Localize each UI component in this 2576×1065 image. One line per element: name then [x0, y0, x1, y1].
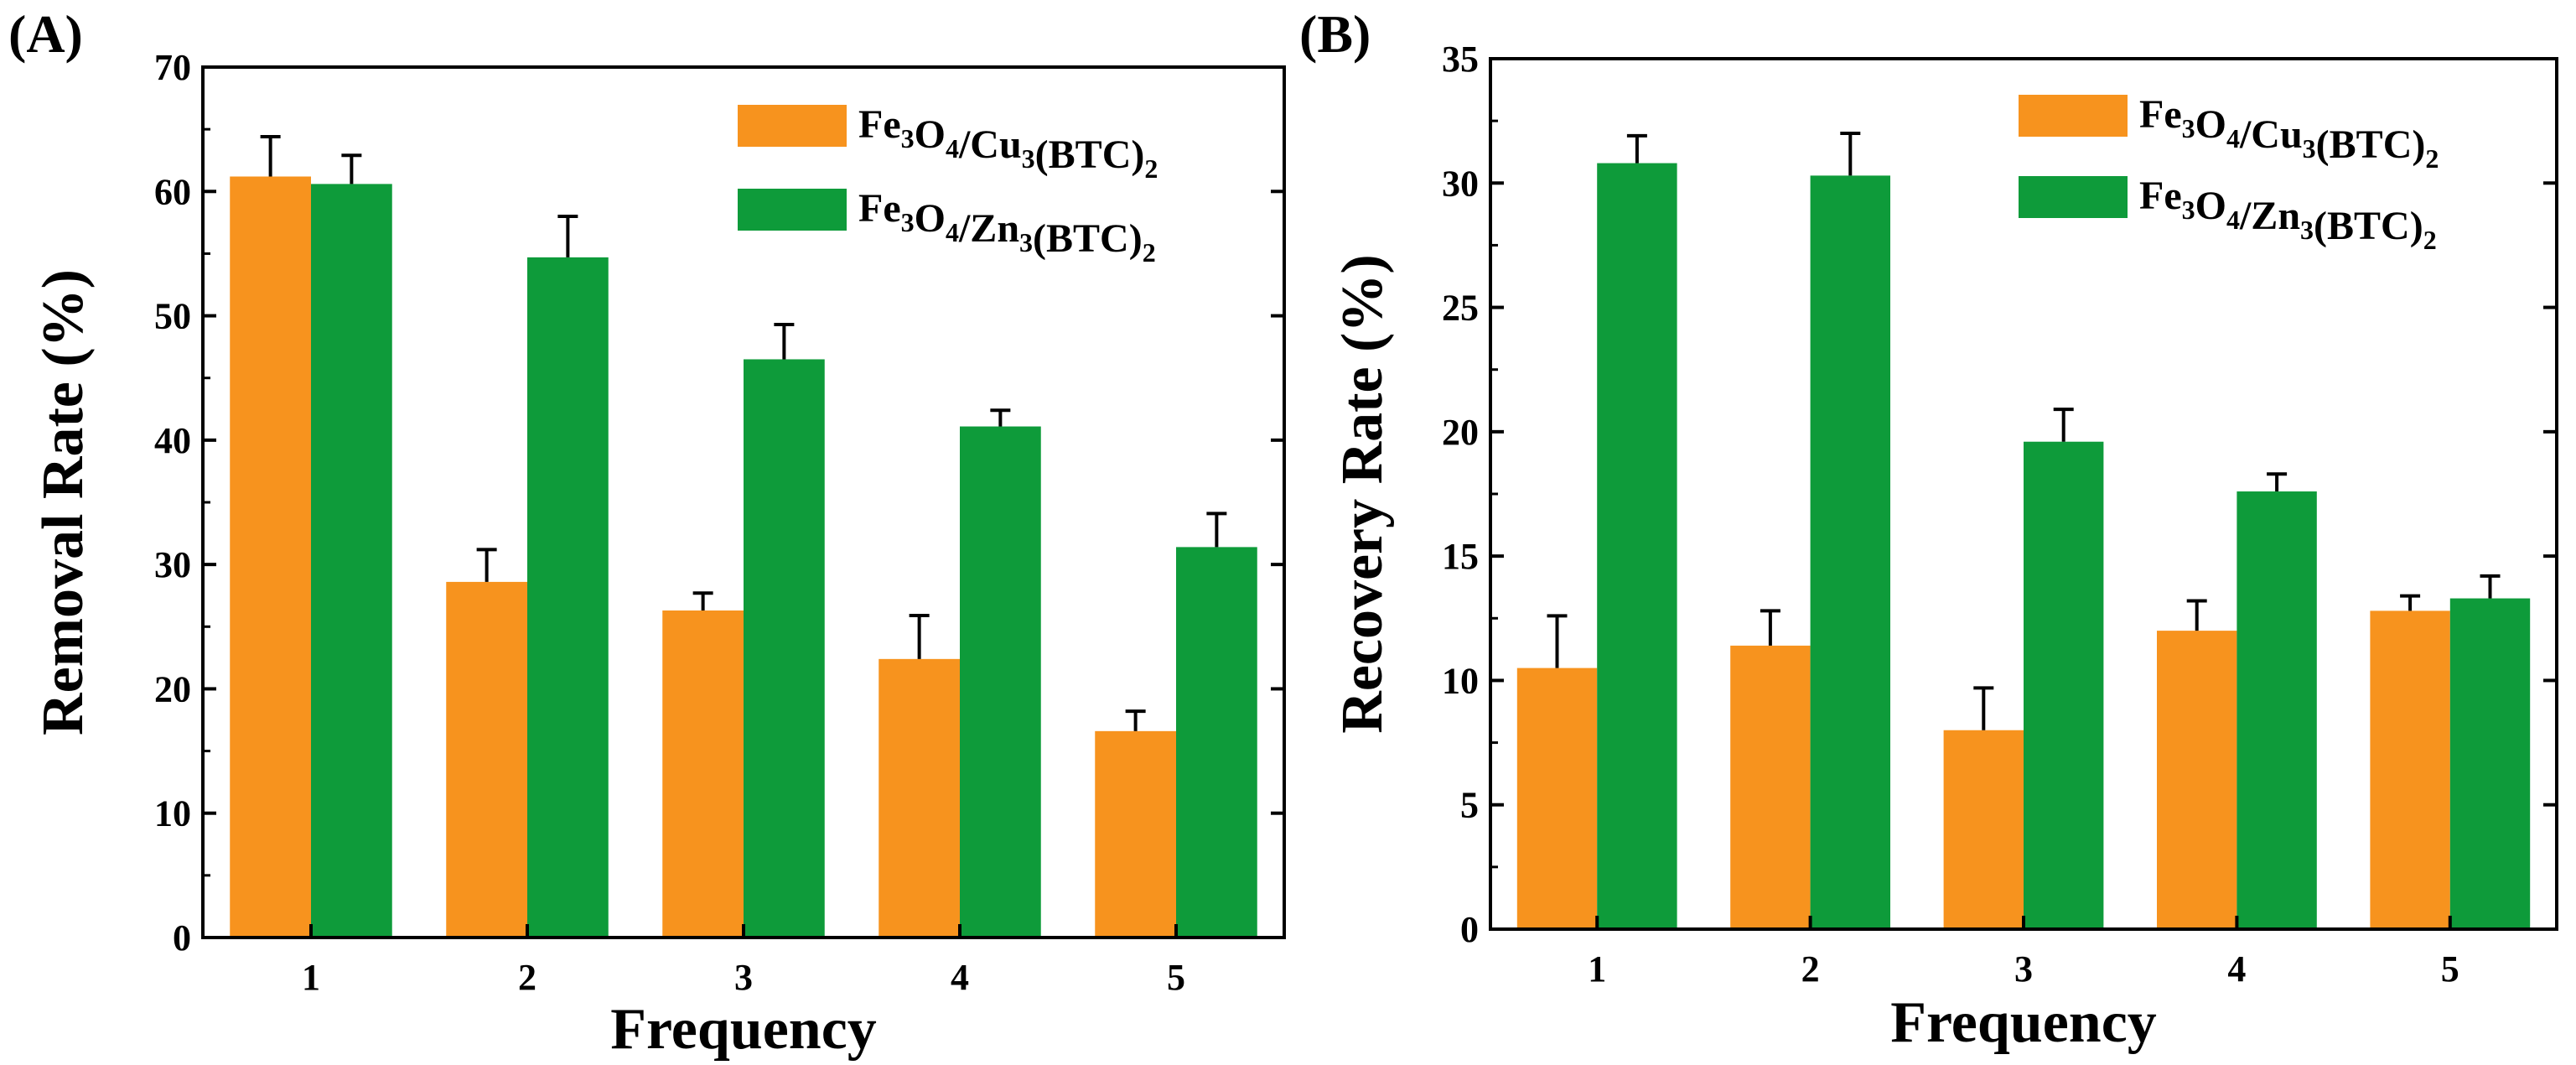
legend-swatch	[738, 105, 847, 147]
y-tick-label: 20	[154, 668, 191, 709]
legend-item-zn: Fe3O4/Zn3(BTC)2	[2019, 174, 2437, 255]
x-axis-title: Frequency	[610, 997, 877, 1062]
x-tick-label: 5	[2441, 948, 2459, 990]
x-tick-label: 2	[1801, 948, 1820, 990]
legend-swatch	[2019, 95, 2128, 137]
y-tick-label: 30	[1442, 163, 1479, 204]
y-tick-label: 25	[1442, 288, 1479, 329]
bar-zn-4	[960, 426, 1041, 938]
y-tick-label: 60	[154, 171, 191, 212]
y-axis-title: Recovery Rate (%)	[1330, 254, 1395, 733]
bar-cu-1	[230, 176, 311, 938]
y-tick-label: 30	[154, 544, 191, 585]
legend-item-cu: Fe3O4/Cu3(BTC)2	[738, 102, 1158, 184]
panel-label: (B)	[1299, 4, 1371, 64]
x-axis-title: Frequency	[1890, 990, 2157, 1055]
x-tick-label: 4	[951, 957, 969, 998]
bar-cu-4	[879, 658, 960, 938]
y-tick-label: 5	[1460, 785, 1479, 826]
bar-zn-5	[2449, 598, 2531, 929]
y-tick-label: 70	[154, 47, 191, 88]
legend-swatch	[2019, 176, 2128, 218]
bar-cu-2	[1730, 645, 1811, 929]
legend-item-cu: Fe3O4/Cu3(BTC)2	[2019, 92, 2439, 174]
y-tick-label: 50	[154, 296, 191, 337]
bar-cu-2	[446, 581, 527, 938]
bar-zn-1	[311, 184, 392, 938]
bar-zn-5	[1176, 547, 1257, 938]
legend-label: Fe3O4/Cu3(BTC)2	[2139, 92, 2439, 174]
bar-cu-4	[2157, 631, 2237, 929]
y-tick-label: 40	[154, 420, 191, 461]
bar-cu-3	[662, 610, 744, 938]
legend-label: Fe3O4/Zn3(BTC)2	[2139, 174, 2437, 255]
legend-label: Fe3O4/Zn3(BTC)2	[858, 186, 1156, 268]
bar-cu-5	[2370, 610, 2450, 929]
chart-panel-b: (B) 0 5 10 15 20 25 30 35 1 2 3 4 5 Frequency Recovery …	[1299, 4, 2558, 1055]
bar-zn-3	[744, 359, 825, 938]
bar-zn-2	[1810, 175, 1890, 930]
chart-panel-a: (A) 0 10 20 30 40 50 60 70 1 2 3 4 5 Frequency Removal …	[8, 4, 1286, 1062]
bar-zn-2	[527, 257, 609, 938]
x-tick-label: 2	[518, 957, 536, 998]
y-tick-label: 10	[1442, 660, 1479, 701]
x-tick-label: 3	[2014, 948, 2033, 990]
panel-label: (A)	[8, 4, 83, 64]
bar-zn-1	[1597, 163, 1677, 929]
bar-cu-3	[1943, 730, 2024, 929]
y-tick-label: 0	[1460, 909, 1479, 950]
legend-item-zn: Fe3O4/Zn3(BTC)2	[738, 186, 1156, 268]
bar-zn-3	[2024, 441, 2104, 929]
x-tick-label: 1	[302, 957, 320, 998]
legend-label: Fe3O4/Cu3(BTC)2	[858, 102, 1158, 184]
y-tick-label: 10	[154, 793, 191, 834]
x-tick-label: 1	[1588, 948, 1606, 990]
x-tick-label: 5	[1167, 957, 1185, 998]
y-tick-label: 20	[1442, 412, 1479, 453]
y-tick-label: 15	[1442, 536, 1479, 577]
y-tick-label: 0	[173, 917, 191, 958]
bar-cu-1	[1516, 668, 1598, 929]
bar-cu-5	[1095, 730, 1176, 938]
y-axis-title: Removal Rate (%)	[31, 269, 96, 735]
y-tick-label: 35	[1442, 39, 1479, 80]
bar-zn-4	[2237, 491, 2317, 929]
x-tick-label: 4	[2227, 948, 2246, 990]
x-tick-label: 3	[734, 957, 753, 998]
legend-swatch	[738, 189, 847, 231]
